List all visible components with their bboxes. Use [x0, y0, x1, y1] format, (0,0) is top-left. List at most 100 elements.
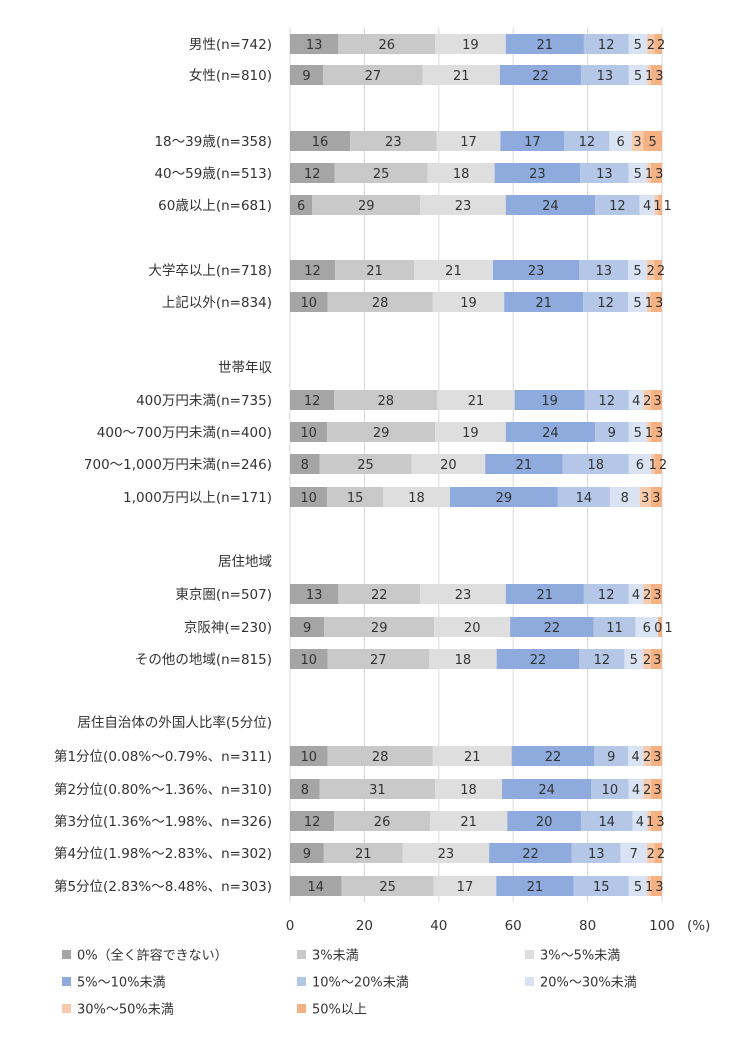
data-label: 21	[453, 69, 470, 84]
bar-segment	[595, 195, 640, 215]
data-label: 13	[596, 167, 613, 182]
bar-segment	[650, 454, 655, 474]
bar-segment	[628, 390, 644, 410]
x-tick-label: 0	[286, 918, 295, 934]
bar-segment	[654, 843, 662, 863]
bar-segment	[628, 746, 644, 766]
data-label: 14	[576, 491, 593, 506]
bar-segment	[312, 195, 421, 215]
data-label: 5	[634, 38, 642, 53]
bar-segment	[338, 584, 421, 604]
bar-segment	[624, 649, 644, 669]
bar-segment	[591, 779, 629, 799]
data-label: 1	[645, 167, 653, 182]
bar-segment	[639, 195, 655, 215]
data-label: 25	[379, 880, 396, 895]
data-label: 20	[464, 621, 481, 636]
data-label: 24	[538, 783, 555, 798]
bar-segment	[502, 779, 592, 799]
data-label: 3	[655, 880, 663, 895]
data-label: 29	[371, 621, 388, 636]
bar-segment	[427, 163, 495, 183]
bar-segment	[647, 163, 651, 183]
bar-segment	[650, 584, 662, 604]
data-label: 12	[598, 394, 615, 409]
group-header: 居住自治体の外国人比率(5分位)	[77, 714, 272, 731]
category-label: 第5分位(2.83%～8.48%、n=303)	[54, 878, 272, 895]
data-label: 3	[641, 491, 649, 506]
data-label: 2	[657, 38, 665, 53]
data-label: 4	[636, 815, 644, 830]
category-label: 大学卒以上(n=718)	[148, 263, 272, 279]
bar-segment	[583, 292, 629, 312]
bar-segment	[658, 195, 662, 215]
bar-segment	[557, 487, 610, 507]
data-label: 17	[457, 880, 474, 895]
bar-segment	[290, 811, 335, 831]
category-label: 60歳以上(n=681)	[158, 198, 272, 214]
data-label: 18	[455, 653, 472, 668]
data-label: 21	[445, 264, 462, 279]
bar-segment	[500, 131, 565, 151]
data-label: 9	[303, 847, 311, 862]
data-label: 26	[378, 38, 395, 53]
data-label: 21	[516, 458, 533, 473]
bar-segment	[290, 454, 320, 474]
bar-segment	[646, 260, 655, 280]
bar-segment	[594, 746, 629, 766]
bar-segment	[505, 195, 596, 215]
data-label: 3	[653, 750, 661, 765]
bar-segment	[434, 617, 511, 637]
bar-segment	[327, 649, 430, 669]
bar-segment	[584, 390, 629, 410]
bar-segment	[595, 422, 629, 442]
data-label: 10	[301, 296, 318, 311]
bar-segment	[324, 617, 435, 637]
bar-segment	[435, 34, 506, 54]
bar-segment	[564, 131, 610, 151]
data-label: 10	[300, 491, 317, 506]
bar-segment	[650, 390, 662, 410]
bar-segment	[643, 390, 651, 410]
bar-segment	[647, 811, 651, 831]
bar-segment	[650, 422, 662, 442]
bar-segment	[639, 487, 651, 507]
data-label: 8	[621, 491, 629, 506]
data-label: 31	[369, 783, 386, 798]
category-label: 男性(n=742)	[189, 37, 272, 53]
bar-segment	[562, 454, 629, 474]
data-label: 10	[602, 783, 619, 798]
data-label: 4	[632, 588, 640, 603]
legend-label: 3%～5%未満	[540, 949, 620, 964]
bar-segment	[496, 649, 580, 669]
bar-segment	[402, 843, 490, 863]
data-label: 3	[653, 588, 661, 603]
bar-segment	[290, 876, 342, 896]
data-label: 23	[528, 264, 545, 279]
legend-swatch	[62, 950, 71, 959]
bar-segment	[411, 454, 486, 474]
data-label: 8	[301, 783, 309, 798]
data-label: 13	[588, 847, 605, 862]
data-label: 17	[460, 135, 477, 150]
bar-segment	[609, 131, 632, 151]
data-label: 24	[542, 199, 559, 214]
data-label: 12	[598, 38, 615, 53]
data-label: 21	[460, 815, 477, 830]
bar-segment	[628, 34, 648, 54]
bar-segment	[643, 131, 662, 151]
group-header: 居住地域	[218, 554, 272, 570]
bar-segment	[338, 34, 436, 54]
bar-segment	[510, 617, 594, 637]
data-label: 3	[655, 69, 663, 84]
legend-swatch	[62, 1004, 71, 1013]
bar-segment	[290, 617, 325, 637]
data-label: 2	[643, 588, 651, 603]
data-label: 19	[541, 394, 558, 409]
data-label: 12	[594, 653, 611, 668]
data-label: 29	[373, 426, 390, 441]
bar-segment	[507, 811, 581, 831]
data-label: 21	[537, 38, 554, 53]
bar-segment	[647, 876, 651, 896]
data-label: 20	[536, 815, 553, 830]
